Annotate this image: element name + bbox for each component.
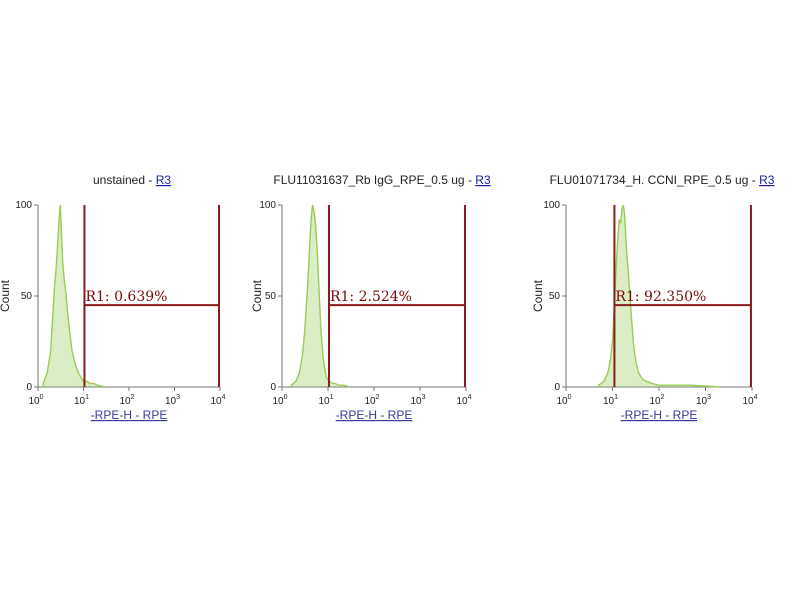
x-tick-label: 104 — [456, 394, 471, 407]
gate-r1-label: R1: 2.524% — [330, 289, 412, 305]
x-tick-label: 104 — [742, 394, 757, 407]
y-tick-label: 50 — [21, 291, 33, 302]
gate-link-r3[interactable]: R3 — [156, 173, 172, 187]
histogram-panel-rb-igg: FLU11031637_Rb IgG_RPE_0.5 ug - R3 0 50 100… — [250, 173, 491, 422]
histogram-panel-unstained: unstained - R3 0 50 100 100 101 102 103 104 Count… — [0, 173, 226, 422]
histogram-series — [42, 204, 106, 388]
y-tick-label: 0 — [26, 382, 32, 393]
x-tick-label: 101 — [318, 394, 333, 407]
plot-title: FLU01071734_H. CCNI_RPE_0.5 ug - R3 — [550, 173, 775, 187]
plot-title: FLU11031637_Rb IgG_RPE_0.5 ug - R3 — [273, 173, 491, 187]
plot-title: unstained - R3 — [93, 173, 171, 187]
gate-link-r3[interactable]: R3 — [475, 173, 491, 187]
x-axis-label[interactable]: -RPE-H - RPE — [91, 408, 168, 422]
x-axis-label[interactable]: -RPE-H - RPE — [336, 408, 413, 422]
x-tick-label: 103 — [410, 394, 425, 407]
histogram-series — [597, 204, 720, 388]
histogram-series — [290, 204, 351, 388]
gate-r1-label: R1: 92.350% — [615, 289, 706, 305]
x-tick-label: 103 — [165, 394, 180, 407]
y-axis-label: Count — [0, 279, 12, 312]
gate-link-r3[interactable]: R3 — [759, 173, 775, 187]
y-tick-label: 100 — [259, 200, 276, 211]
x-tick-label: 101 — [74, 394, 89, 407]
x-tick-label: 100 — [272, 394, 287, 407]
x-tick-label: 100 — [556, 394, 571, 407]
y-tick-label: 100 — [15, 200, 32, 211]
x-tick-label: 102 — [649, 394, 664, 407]
x-tick-label: 101 — [603, 394, 618, 407]
y-tick-label: 50 — [549, 291, 561, 302]
x-axis-label[interactable]: -RPE-H - RPE — [621, 408, 698, 422]
x-tick-label: 100 — [28, 394, 43, 407]
y-tick-label: 100 — [543, 200, 560, 211]
x-tick-label: 104 — [210, 394, 225, 407]
gate-r1-label: R1: 0.639% — [85, 289, 167, 305]
x-tick-label: 103 — [696, 394, 711, 407]
histogram-panel-ccni: FLU01071734_H. CCNI_RPE_0.5 ug - R3 0 50 10… — [531, 173, 775, 422]
y-tick-label: 0 — [270, 382, 276, 393]
y-tick-label: 50 — [265, 291, 277, 302]
y-tick-label: 0 — [554, 382, 560, 393]
y-axis-label: Count — [531, 279, 545, 312]
x-tick-label: 102 — [119, 394, 134, 407]
y-axis-label: Count — [250, 279, 264, 312]
x-tick-label: 102 — [364, 394, 379, 407]
